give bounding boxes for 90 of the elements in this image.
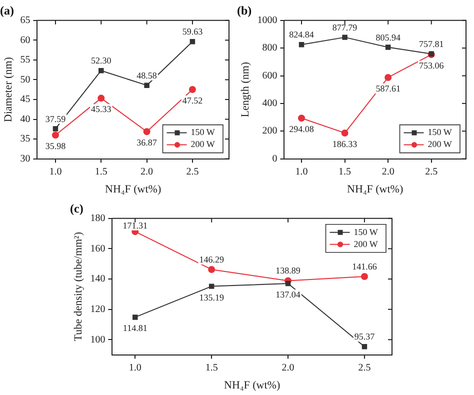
point	[143, 128, 150, 136]
point	[190, 39, 196, 44]
point	[98, 94, 105, 102]
data-label: 186.33	[332, 139, 358, 150]
chart-title: (a)	[0, 3, 14, 18]
y-tick-label: 45	[20, 94, 30, 106]
data-label: 35.98	[45, 141, 66, 152]
data-label: 824.84	[289, 30, 314, 40]
y-tick-label: 180	[90, 213, 106, 224]
x-tick-label: 2.5	[186, 166, 199, 178]
point	[385, 44, 391, 50]
y-tick-label: 400	[262, 98, 278, 110]
data-label: 137.04	[276, 290, 301, 300]
legend-label: 200 W	[190, 139, 216, 150]
data-label: 138.89	[276, 266, 301, 276]
point	[208, 266, 216, 273]
data-label: 171.31	[122, 220, 148, 230]
y-tick-label: 50	[20, 74, 30, 86]
point	[360, 273, 368, 280]
x-tick-label: 1.0	[49, 166, 62, 178]
legend-label: 200 W	[428, 139, 452, 150]
data-label: 587.61	[376, 83, 400, 94]
data-label: 95.37	[354, 332, 376, 342]
point	[98, 68, 104, 74]
point	[298, 114, 306, 122]
point	[52, 132, 59, 139]
x-tick-label: 2.0	[282, 362, 294, 374]
chart-title: (b)	[237, 3, 252, 18]
y-axis-title: Length (nm)	[239, 62, 252, 118]
y-tick-label: 600	[262, 70, 278, 82]
data-label: 135.19	[199, 292, 224, 302]
point	[298, 42, 304, 48]
y-tick-label: 100	[90, 334, 106, 346]
data-label: 146.29	[199, 254, 224, 264]
point	[384, 74, 392, 81]
point	[188, 86, 196, 94]
data-label: 757.81	[418, 38, 444, 49]
x-tick-label: 2.5	[358, 362, 371, 374]
y-tick-label: 40	[20, 114, 30, 125]
data-label: 141.66	[352, 262, 378, 272]
point	[341, 130, 348, 137]
y-tick-label: 55	[20, 54, 30, 66]
legend-label: 150 W	[190, 127, 216, 138]
x-tick-label: 1.5	[338, 166, 352, 178]
y-tick-label: 65	[20, 15, 30, 26]
data-label: 47.52	[182, 96, 203, 106]
y-tick-label: 30	[20, 153, 30, 164]
y-tick-label: 160	[90, 243, 106, 254]
y-tick-label: 800	[262, 42, 278, 54]
point	[132, 314, 138, 320]
x-tick-label: 2.5	[425, 166, 438, 178]
x-tick-label: 1.0	[295, 166, 308, 178]
data-label: 114.81	[122, 323, 148, 334]
data-label: 36.87	[136, 138, 158, 148]
x-axis-title: NH₄F (wt%)	[224, 379, 280, 392]
data-label: 37.59	[45, 114, 66, 124]
point	[52, 126, 58, 132]
point	[362, 344, 368, 350]
x-tick-label: 2.0	[140, 166, 154, 178]
y-tick-label: 120	[90, 304, 106, 315]
legend-label: 200 W	[354, 238, 378, 249]
point	[285, 280, 291, 286]
y-axis-title: Diameter (nm)	[2, 56, 14, 122]
data-label: 52.30	[91, 56, 112, 66]
legend-label: 150 W	[428, 127, 452, 138]
y-tick-label: 200	[262, 126, 278, 137]
x-tick-label: 1.5	[205, 362, 218, 374]
x-axis-title: NH₄F (wt%)	[347, 183, 404, 196]
x-tick-label: 1.5	[94, 166, 108, 178]
point	[144, 82, 150, 88]
data-label: 294.08	[289, 124, 314, 134]
data-label: 753.06	[418, 60, 444, 71]
x-axis-title: NH₄F (wt%)	[105, 183, 162, 196]
data-label: 59.63	[182, 26, 204, 37]
point	[208, 284, 214, 289]
y-tick-label: 60	[20, 34, 30, 46]
y-tick-label: 140	[90, 274, 106, 285]
x-tick-label: 2.0	[382, 166, 394, 178]
data-label: 877.79	[332, 22, 358, 32]
data-label: 805.94	[376, 32, 401, 42]
legend-label: 150 W	[354, 226, 378, 237]
y-tick-label: 0	[272, 153, 278, 164]
x-tick-label: 1.0	[128, 362, 142, 374]
y-tick-label: 35	[20, 134, 30, 145]
data-label: 45.33	[91, 104, 112, 114]
y-tick-label: 1000	[257, 15, 278, 26]
y-axis-title: Tube density (tube/mm²)	[72, 232, 84, 342]
chart-title: (c)	[70, 201, 84, 216]
data-label: 48.58	[136, 70, 158, 80]
point	[342, 34, 348, 40]
